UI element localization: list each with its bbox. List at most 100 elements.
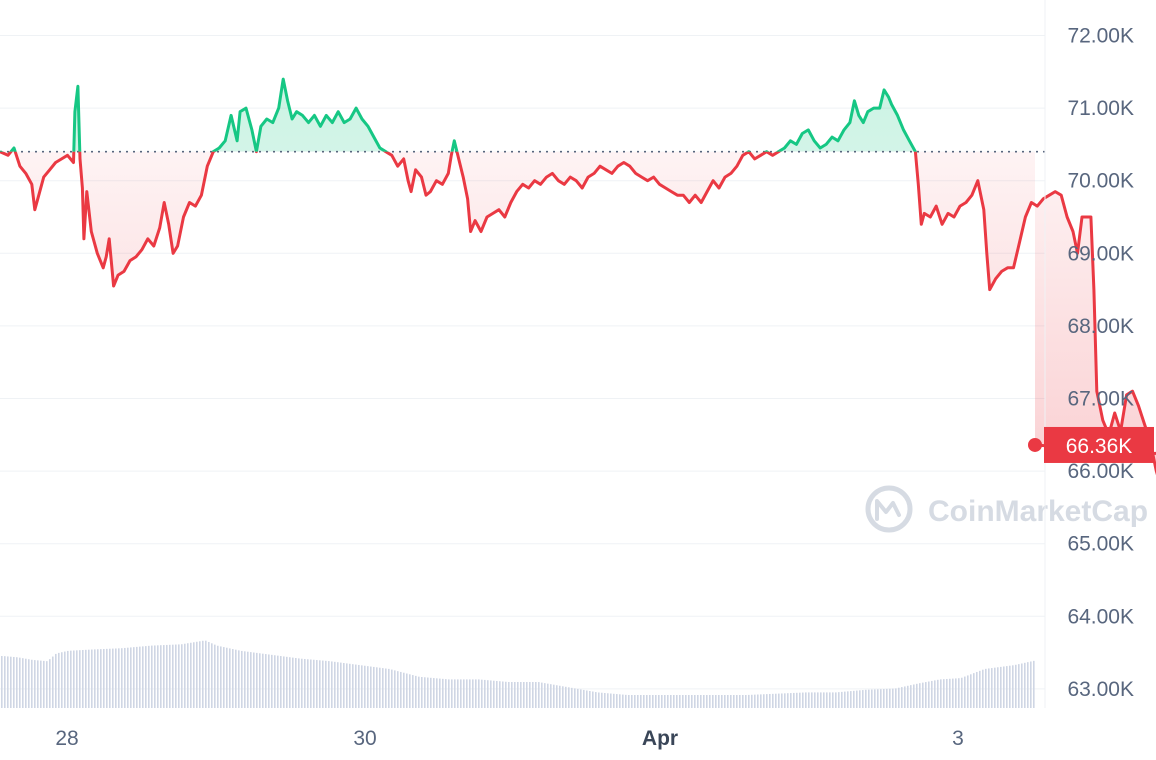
volume-bar bbox=[454, 679, 456, 708]
volume-bar bbox=[409, 674, 411, 708]
volume-bar bbox=[910, 685, 912, 708]
volume-bar bbox=[754, 694, 756, 708]
current-price-label: 66.36K bbox=[1066, 435, 1133, 458]
volume-bar bbox=[1027, 662, 1029, 708]
volume-bar bbox=[70, 650, 72, 708]
volume-bar bbox=[853, 690, 855, 708]
volume-bar bbox=[433, 678, 435, 708]
watermark-text: CoinMarketCap bbox=[928, 495, 1148, 528]
volume-bar bbox=[712, 695, 714, 708]
volume-bar bbox=[970, 674, 972, 708]
volume-bar bbox=[664, 695, 666, 708]
volume-bar bbox=[520, 682, 522, 708]
volume-bar bbox=[937, 679, 939, 708]
volume-bar bbox=[28, 659, 30, 708]
volume-bar bbox=[196, 641, 198, 708]
volume-bar bbox=[34, 660, 36, 708]
volume-bar bbox=[523, 682, 525, 708]
volume-bar bbox=[517, 682, 519, 708]
volume-bar bbox=[787, 693, 789, 708]
volume-bar bbox=[529, 682, 531, 708]
volume-bar bbox=[49, 659, 51, 708]
volume-bar bbox=[772, 693, 774, 708]
volume-bar bbox=[655, 695, 657, 708]
volume-bar bbox=[325, 660, 327, 708]
x-tick-label: 3 bbox=[952, 727, 964, 750]
volume-bar bbox=[172, 644, 174, 708]
volume-bar bbox=[556, 685, 558, 708]
volume-bar bbox=[334, 661, 336, 708]
volume-bar bbox=[769, 693, 771, 708]
volume-bar bbox=[118, 648, 120, 708]
volume-bar bbox=[154, 645, 156, 708]
volume-bar bbox=[610, 693, 612, 708]
volume-bar bbox=[814, 692, 816, 708]
volume-bar bbox=[19, 657, 21, 708]
volume-bar bbox=[880, 689, 882, 708]
y-tick-label: 70.00K bbox=[1067, 170, 1134, 193]
volume-bar bbox=[451, 679, 453, 708]
volume-bar bbox=[766, 694, 768, 708]
volume-bar bbox=[658, 695, 660, 708]
volume-bar bbox=[367, 666, 369, 708]
volume-bar bbox=[790, 693, 792, 708]
volume-bar bbox=[667, 695, 669, 708]
volume-bar bbox=[1012, 665, 1014, 708]
volume-bar bbox=[145, 646, 147, 708]
volume-bar bbox=[58, 652, 60, 708]
volume-bar bbox=[475, 679, 477, 708]
volume-bar bbox=[100, 649, 102, 708]
volume-bar bbox=[805, 692, 807, 708]
volume-bar bbox=[697, 695, 699, 708]
x-tick-label: 28 bbox=[55, 727, 78, 750]
volume-bar bbox=[253, 652, 255, 708]
y-tick-label: 67.00K bbox=[1067, 388, 1134, 411]
volume-bar bbox=[823, 692, 825, 708]
volume-bar bbox=[709, 695, 711, 708]
volume-bar bbox=[151, 645, 153, 708]
volume-bar bbox=[844, 691, 846, 708]
volume-bar bbox=[940, 679, 942, 708]
volume-bar bbox=[820, 692, 822, 708]
volume-bar bbox=[874, 689, 876, 708]
volume-bar bbox=[106, 648, 108, 708]
volume-bar bbox=[298, 658, 300, 708]
volume-bar bbox=[1024, 662, 1026, 708]
volume-bar bbox=[661, 695, 663, 708]
volume-bar bbox=[415, 675, 417, 708]
volume-bar bbox=[577, 688, 579, 708]
volume-bar bbox=[406, 673, 408, 708]
volume-bar bbox=[280, 656, 282, 708]
volume-bar bbox=[382, 668, 384, 708]
volume-bar bbox=[343, 662, 345, 708]
y-tick-label: 71.00K bbox=[1067, 97, 1134, 120]
volume-bar bbox=[757, 694, 759, 708]
volume-bar bbox=[961, 677, 963, 708]
volume-bar bbox=[301, 658, 303, 708]
volume-bar bbox=[445, 679, 447, 708]
volume-bar bbox=[94, 649, 96, 708]
volume-bar bbox=[394, 670, 396, 708]
volume-bar bbox=[856, 690, 858, 708]
volume-bar bbox=[1030, 661, 1032, 708]
volume-bar bbox=[292, 657, 294, 708]
volume-bar bbox=[778, 693, 780, 708]
volume-bar bbox=[955, 678, 957, 708]
volume-bar bbox=[97, 649, 99, 708]
y-tick-label: 64.00K bbox=[1067, 605, 1134, 628]
volume-bar bbox=[1033, 660, 1035, 708]
volume-bar bbox=[706, 695, 708, 708]
volume-bar bbox=[925, 682, 927, 708]
volume-bar bbox=[331, 661, 333, 708]
volume-bar bbox=[109, 648, 111, 708]
volume-bar bbox=[10, 656, 12, 708]
volume-bar bbox=[859, 690, 861, 708]
volume-bar bbox=[634, 695, 636, 708]
volume-bar bbox=[346, 663, 348, 708]
volume-bar bbox=[781, 693, 783, 708]
price-line-below bbox=[0, 151, 1156, 476]
volume-bar bbox=[64, 651, 66, 708]
volume-bar bbox=[898, 687, 900, 708]
volume-bar bbox=[403, 672, 405, 708]
